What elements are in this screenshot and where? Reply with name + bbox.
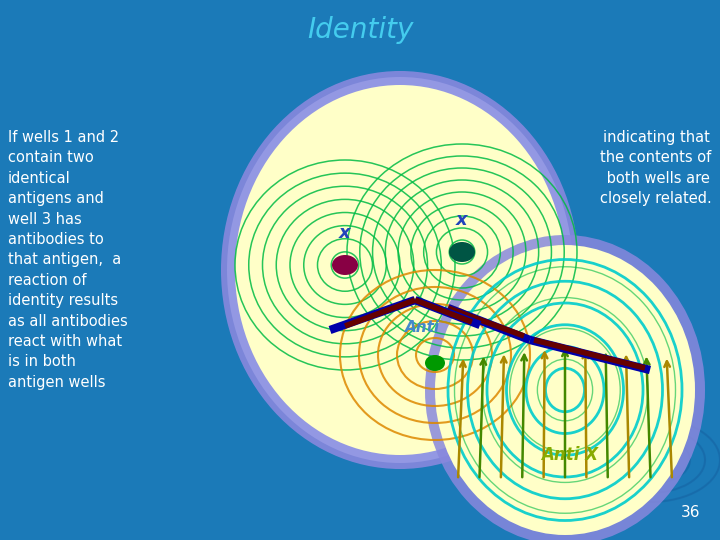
Ellipse shape	[449, 242, 475, 262]
Text: x: x	[339, 224, 351, 242]
Ellipse shape	[235, 85, 565, 455]
Ellipse shape	[425, 235, 705, 540]
Ellipse shape	[332, 255, 358, 275]
Text: Identity: Identity	[307, 16, 413, 44]
Ellipse shape	[435, 245, 695, 535]
Text: Anti X: Anti X	[541, 446, 598, 464]
Ellipse shape	[221, 71, 579, 469]
Text: indicating that
the contents of
 both wells are
closely related.: indicating that the contents of both wel…	[600, 130, 712, 206]
Text: If wells 1 and 2
contain two
identical
antigens and
well 3 has
antibodies to
tha: If wells 1 and 2 contain two identical a…	[8, 130, 127, 390]
Text: Anti: Anti	[405, 320, 441, 334]
Ellipse shape	[425, 355, 445, 371]
Ellipse shape	[227, 77, 573, 463]
Text: 36: 36	[680, 505, 700, 520]
Text: x: x	[456, 211, 468, 229]
